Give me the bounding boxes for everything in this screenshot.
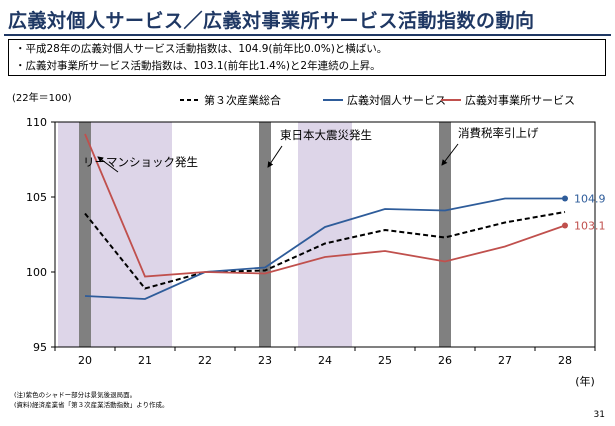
recession-shade-1 — [298, 122, 352, 347]
x-tick-label-1: 21 — [138, 354, 152, 367]
legend-label-1: 広義対個人サービス — [347, 93, 446, 107]
x-tick-label-5: 25 — [378, 354, 392, 367]
annotation-arrow-2 — [441, 143, 459, 166]
page-title: 広義対個人サービス／広義対事業所サービス活動指数の動向 — [8, 10, 535, 32]
y-tick-label-1: 100 — [26, 266, 47, 279]
axes: 95 100 105 110 20 21 22 23 24 25 26 27 28(年) (22年＝100… — [12, 91, 596, 388]
x-tick-label-6: 26 — [438, 354, 452, 367]
end-label-1: 103.1 — [574, 220, 606, 233]
y-tick-label-3: 110 — [26, 116, 47, 129]
footnote-note: (注)紫色のシャドー部分は景気後退局面。 — [14, 391, 137, 399]
summary-box: ・平成28年の広義対個人サービス活動指数は、104.9(前年比0.0%)と横ばい… — [8, 39, 606, 76]
x-tick-label-3: 23 — [258, 354, 272, 367]
event-bar-2 — [439, 122, 451, 347]
x-tick-label-8: 28 — [558, 354, 572, 367]
event-bar-0 — [79, 122, 91, 347]
annotation-label-1: 東日本大震災発生 — [280, 128, 372, 142]
end-marker-1 — [562, 222, 568, 229]
y-tick-label-0: 95 — [33, 341, 47, 354]
legend: 第３次産業総合 広義対個人サービス 広義対事業所サービス — [180, 93, 575, 107]
event-bar-1 — [259, 122, 271, 347]
page-number: 31 — [593, 410, 605, 420]
y-tick-label-2: 105 — [26, 191, 47, 204]
title-rule — [4, 34, 611, 36]
series-lines — [84, 133, 566, 300]
legend-label-0: 第３次産業総合 — [204, 93, 281, 107]
x-tick-label-0: 20 — [78, 354, 92, 367]
legend-label-2: 広義対事業所サービス — [465, 93, 575, 107]
recession-shade-0 — [58, 122, 172, 347]
end-marker-0 — [562, 195, 568, 202]
annotation-label-0: リーマンショック発生 — [83, 155, 198, 169]
plot-frame — [54, 121, 596, 348]
series-line-1 — [84, 197, 565, 300]
x-tick-label-7: 27 — [498, 354, 512, 367]
series-line-2 — [84, 133, 566, 278]
summary-bullet-personal: ・平成28年の広義対個人サービス活動指数は、104.9(前年比0.0%)と横ばい… — [15, 43, 388, 55]
annotation-arrow-0 — [97, 156, 119, 173]
event-bars — [79, 122, 451, 347]
series-line-0 — [84, 211, 566, 290]
y-axis-unit: (22年＝100) — [12, 91, 72, 104]
recession-shades — [58, 122, 352, 347]
annotation-label-2: 消費税率引上げ — [458, 126, 539, 140]
chart-labels: 104.9 103.1 リーマンショック発生 東日本大震災発生 消費税率引上げ — [83, 126, 606, 233]
summary-bullet-business: ・広義対事業所サービス活動指数は、103.1(前年比1.4%)と2年連続の上昇。 — [15, 60, 381, 72]
x-tick-label-2: 22 — [198, 354, 212, 367]
x-axis-unit: (年) — [575, 374, 595, 388]
annotation-arrow-1 — [267, 145, 283, 168]
end-label-0: 104.9 — [574, 193, 606, 206]
x-tick-label-4: 24 — [318, 354, 332, 367]
footnote-source: (資料)経済産業省「第３次産業活動指数」より作成。 — [14, 401, 169, 409]
